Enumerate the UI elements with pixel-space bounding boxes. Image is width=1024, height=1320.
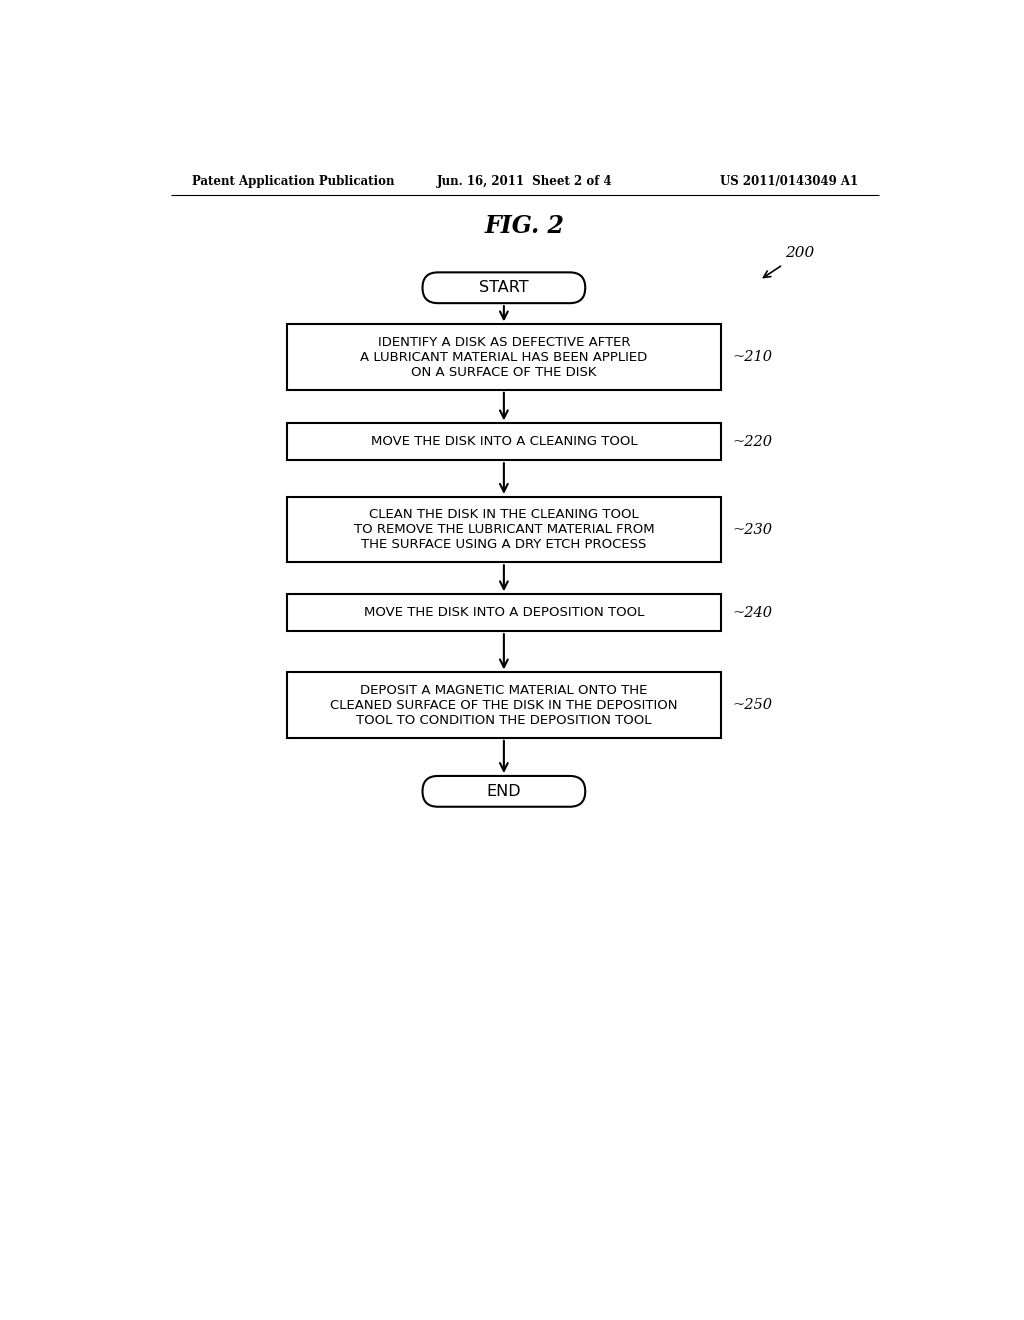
Text: 200: 200 bbox=[785, 246, 814, 260]
Text: MOVE THE DISK INTO A DEPOSITION TOOL: MOVE THE DISK INTO A DEPOSITION TOOL bbox=[364, 606, 644, 619]
Bar bbox=[287, 594, 721, 631]
FancyBboxPatch shape bbox=[423, 272, 586, 304]
Text: ~250: ~250 bbox=[732, 698, 772, 711]
Text: ~240: ~240 bbox=[732, 606, 772, 619]
Text: FIG. 2: FIG. 2 bbox=[484, 214, 565, 238]
Text: START: START bbox=[479, 280, 528, 296]
Text: ~220: ~220 bbox=[732, 434, 772, 449]
Text: ~210: ~210 bbox=[732, 350, 772, 364]
Bar bbox=[287, 672, 721, 738]
Text: Patent Application Publication: Patent Application Publication bbox=[191, 176, 394, 189]
Bar bbox=[287, 424, 721, 461]
Bar bbox=[287, 325, 721, 389]
Text: MOVE THE DISK INTO A CLEANING TOOL: MOVE THE DISK INTO A CLEANING TOOL bbox=[371, 436, 637, 449]
Text: CLEAN THE DISK IN THE CLEANING TOOL
TO REMOVE THE LUBRICANT MATERIAL FROM
THE SU: CLEAN THE DISK IN THE CLEANING TOOL TO R… bbox=[353, 508, 654, 550]
Text: DEPOSIT A MAGNETIC MATERIAL ONTO THE
CLEANED SURFACE OF THE DISK IN THE DEPOSITI: DEPOSIT A MAGNETIC MATERIAL ONTO THE CLE… bbox=[330, 684, 678, 726]
Text: US 2011/0143049 A1: US 2011/0143049 A1 bbox=[720, 176, 858, 189]
FancyBboxPatch shape bbox=[423, 776, 586, 807]
Text: ~230: ~230 bbox=[732, 523, 772, 536]
Bar bbox=[287, 496, 721, 562]
Text: IDENTIFY A DISK AS DEFECTIVE AFTER
A LUBRICANT MATERIAL HAS BEEN APPLIED
ON A SU: IDENTIFY A DISK AS DEFECTIVE AFTER A LUB… bbox=[360, 335, 647, 379]
Text: END: END bbox=[486, 784, 521, 799]
Text: Jun. 16, 2011  Sheet 2 of 4: Jun. 16, 2011 Sheet 2 of 4 bbox=[437, 176, 612, 189]
